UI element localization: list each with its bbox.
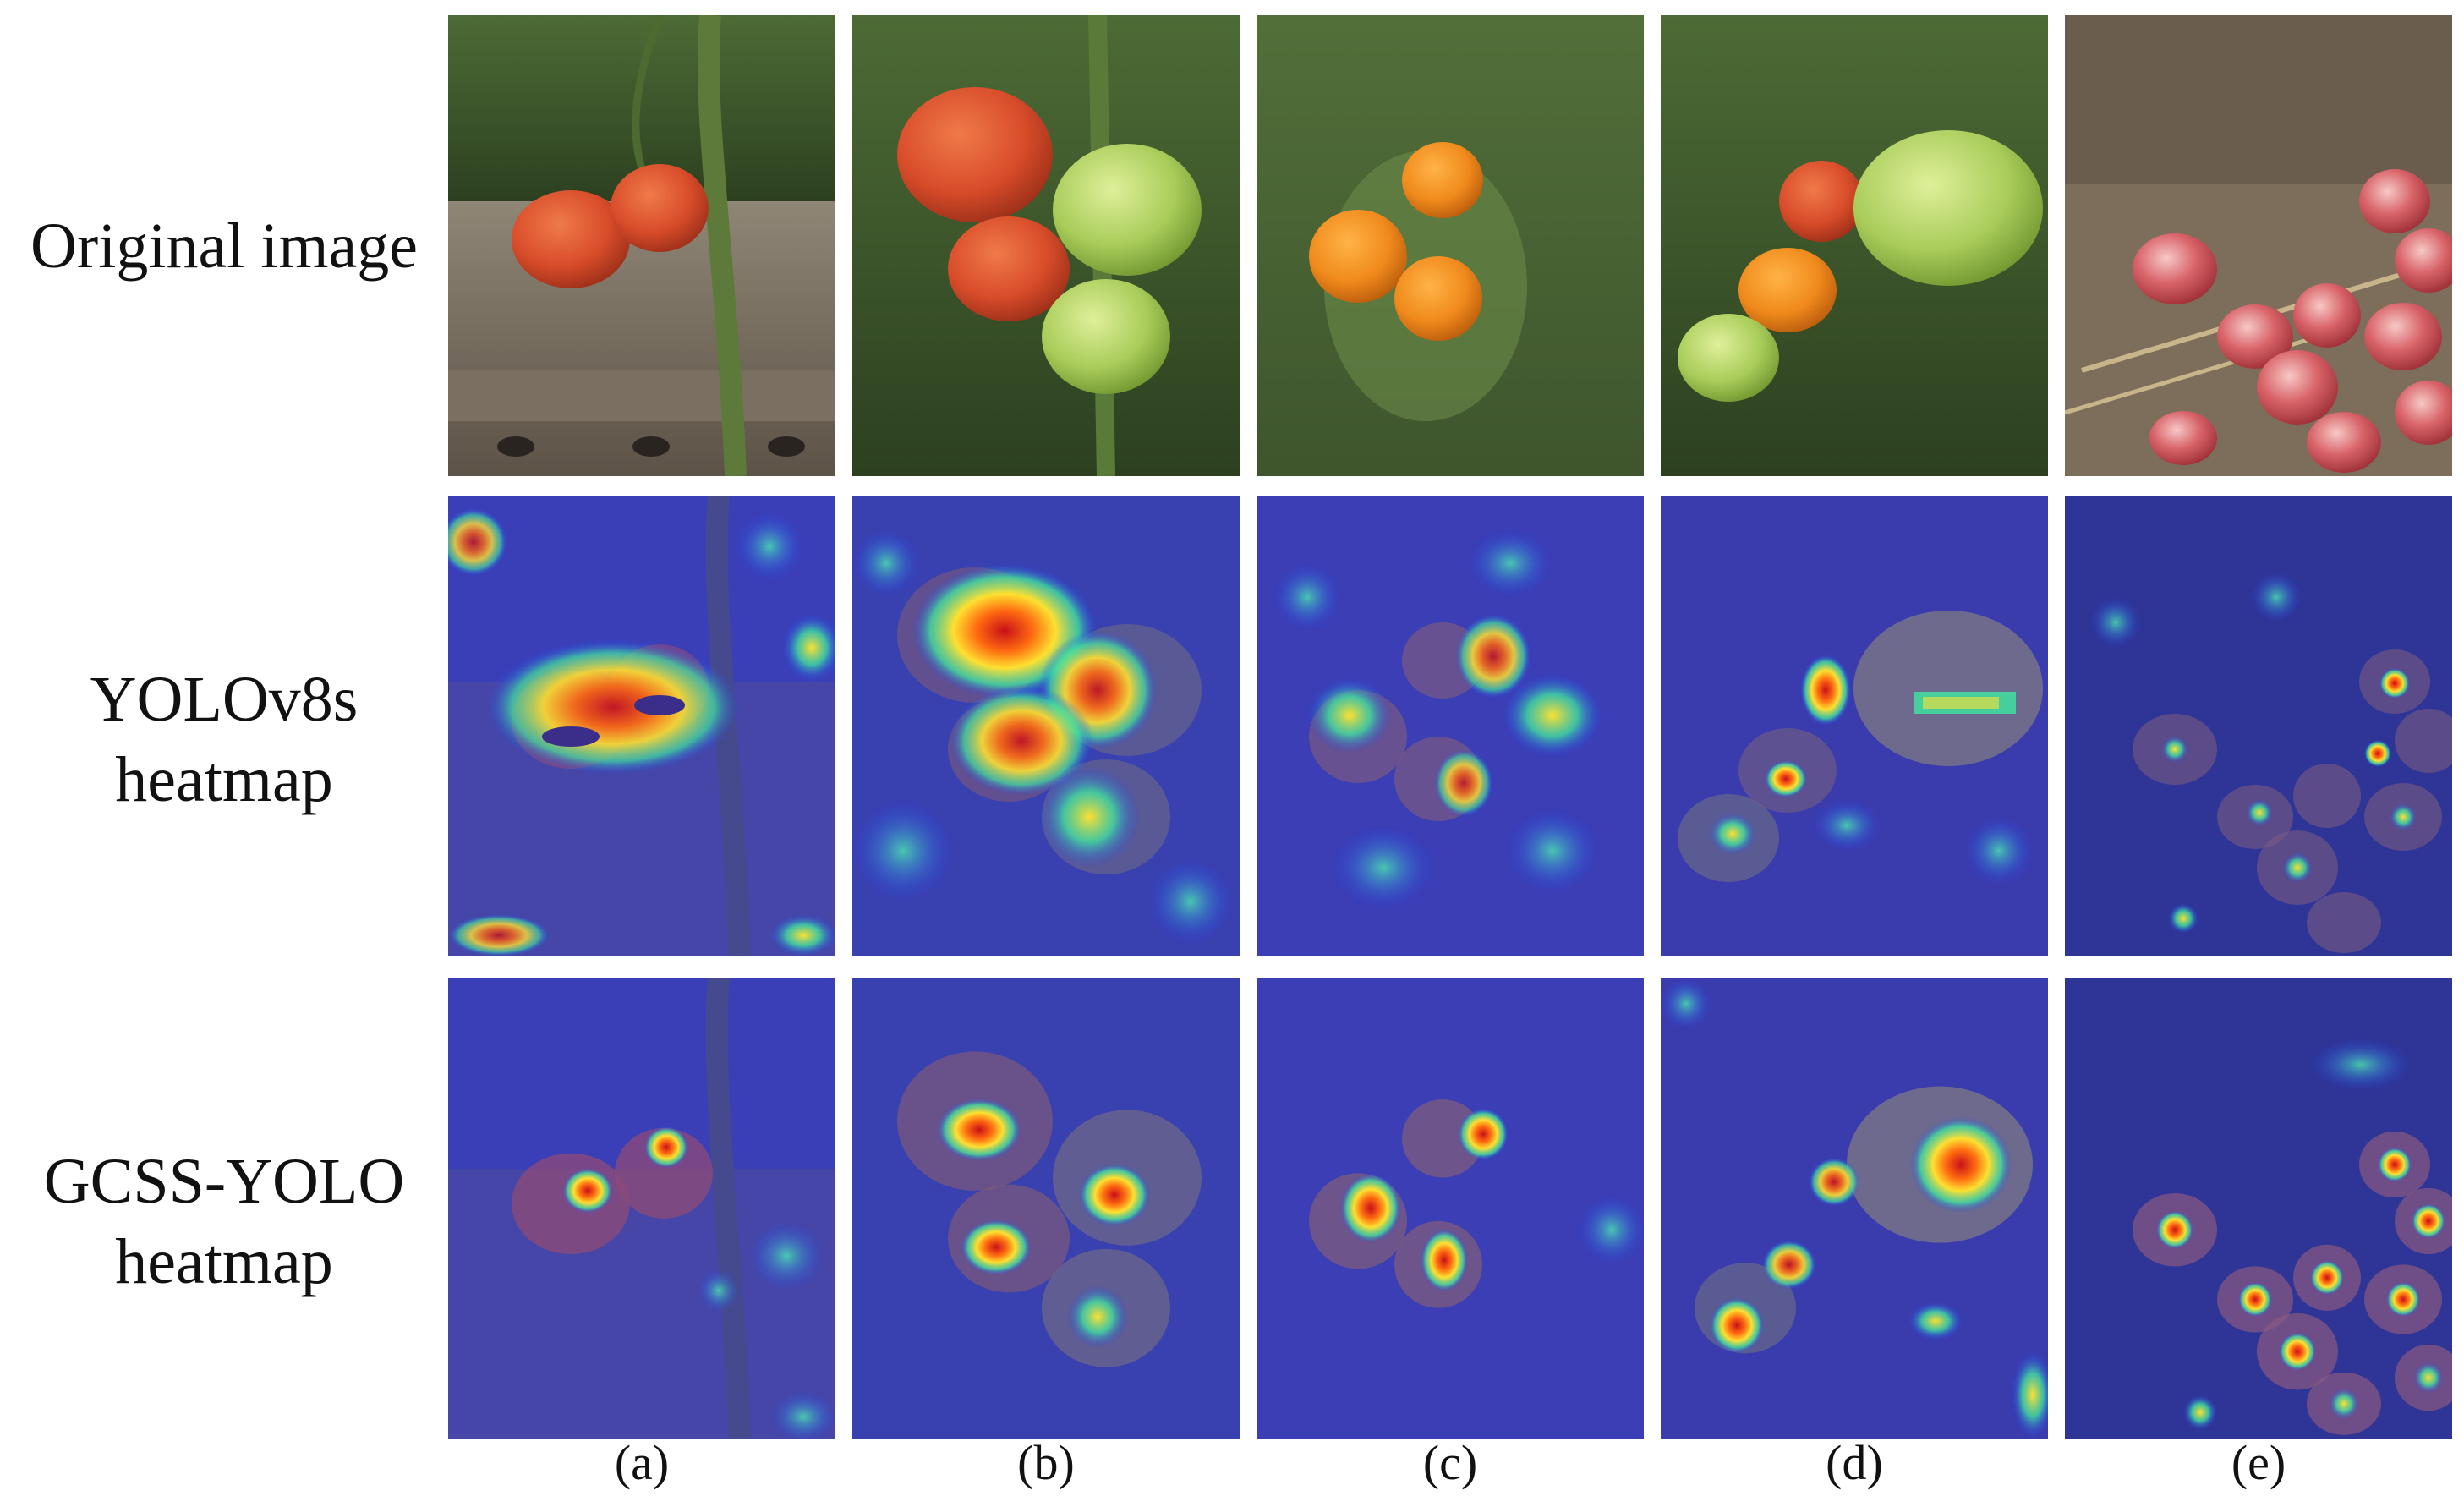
gcss-yolo-heatmap-a xyxy=(448,978,835,1438)
column-label-e: (e) xyxy=(2231,1435,2286,1490)
yolov8s-heatmap-b xyxy=(852,496,1240,956)
row-label-yolo-line2: heatmap xyxy=(115,744,333,815)
yolov8s-heatmap-e xyxy=(2065,496,2452,956)
yolov8s-heatmap-c xyxy=(1257,496,1644,956)
gcss-yolo-heatmap-e xyxy=(2065,978,2452,1438)
gcss-yolo-heatmap-b xyxy=(852,978,1240,1438)
column-label-a: (a) xyxy=(614,1435,670,1490)
gcss-yolo-heatmap-d xyxy=(1661,978,2048,1438)
gcss-yolo-heatmap-c xyxy=(1257,978,1644,1438)
yolov8s-heatmap-a xyxy=(448,496,835,956)
original-image-a xyxy=(448,15,835,476)
row-label-gcss: GCSS-YOLO heatmap xyxy=(0,1142,448,1302)
original-image-b xyxy=(852,15,1240,476)
row-label-original: Original image xyxy=(30,211,418,282)
row-label-gcss-line1: GCSS-YOLO xyxy=(43,1146,405,1217)
column-label-d: (d) xyxy=(1826,1435,1883,1490)
row-label-yolo: YOLOv8s heatmap xyxy=(0,660,448,820)
row-label-gcss-line2: heatmap xyxy=(115,1226,333,1297)
yolov8s-heatmap-d xyxy=(1661,496,2048,956)
column-label-c: (c) xyxy=(1422,1435,1478,1490)
column-label-b: (b) xyxy=(1017,1435,1075,1490)
original-image-c xyxy=(1257,15,1644,476)
original-image-d xyxy=(1661,15,2048,476)
original-image-e xyxy=(2065,15,2452,476)
row-label-yolo-line1: YOLOv8s xyxy=(90,664,359,735)
